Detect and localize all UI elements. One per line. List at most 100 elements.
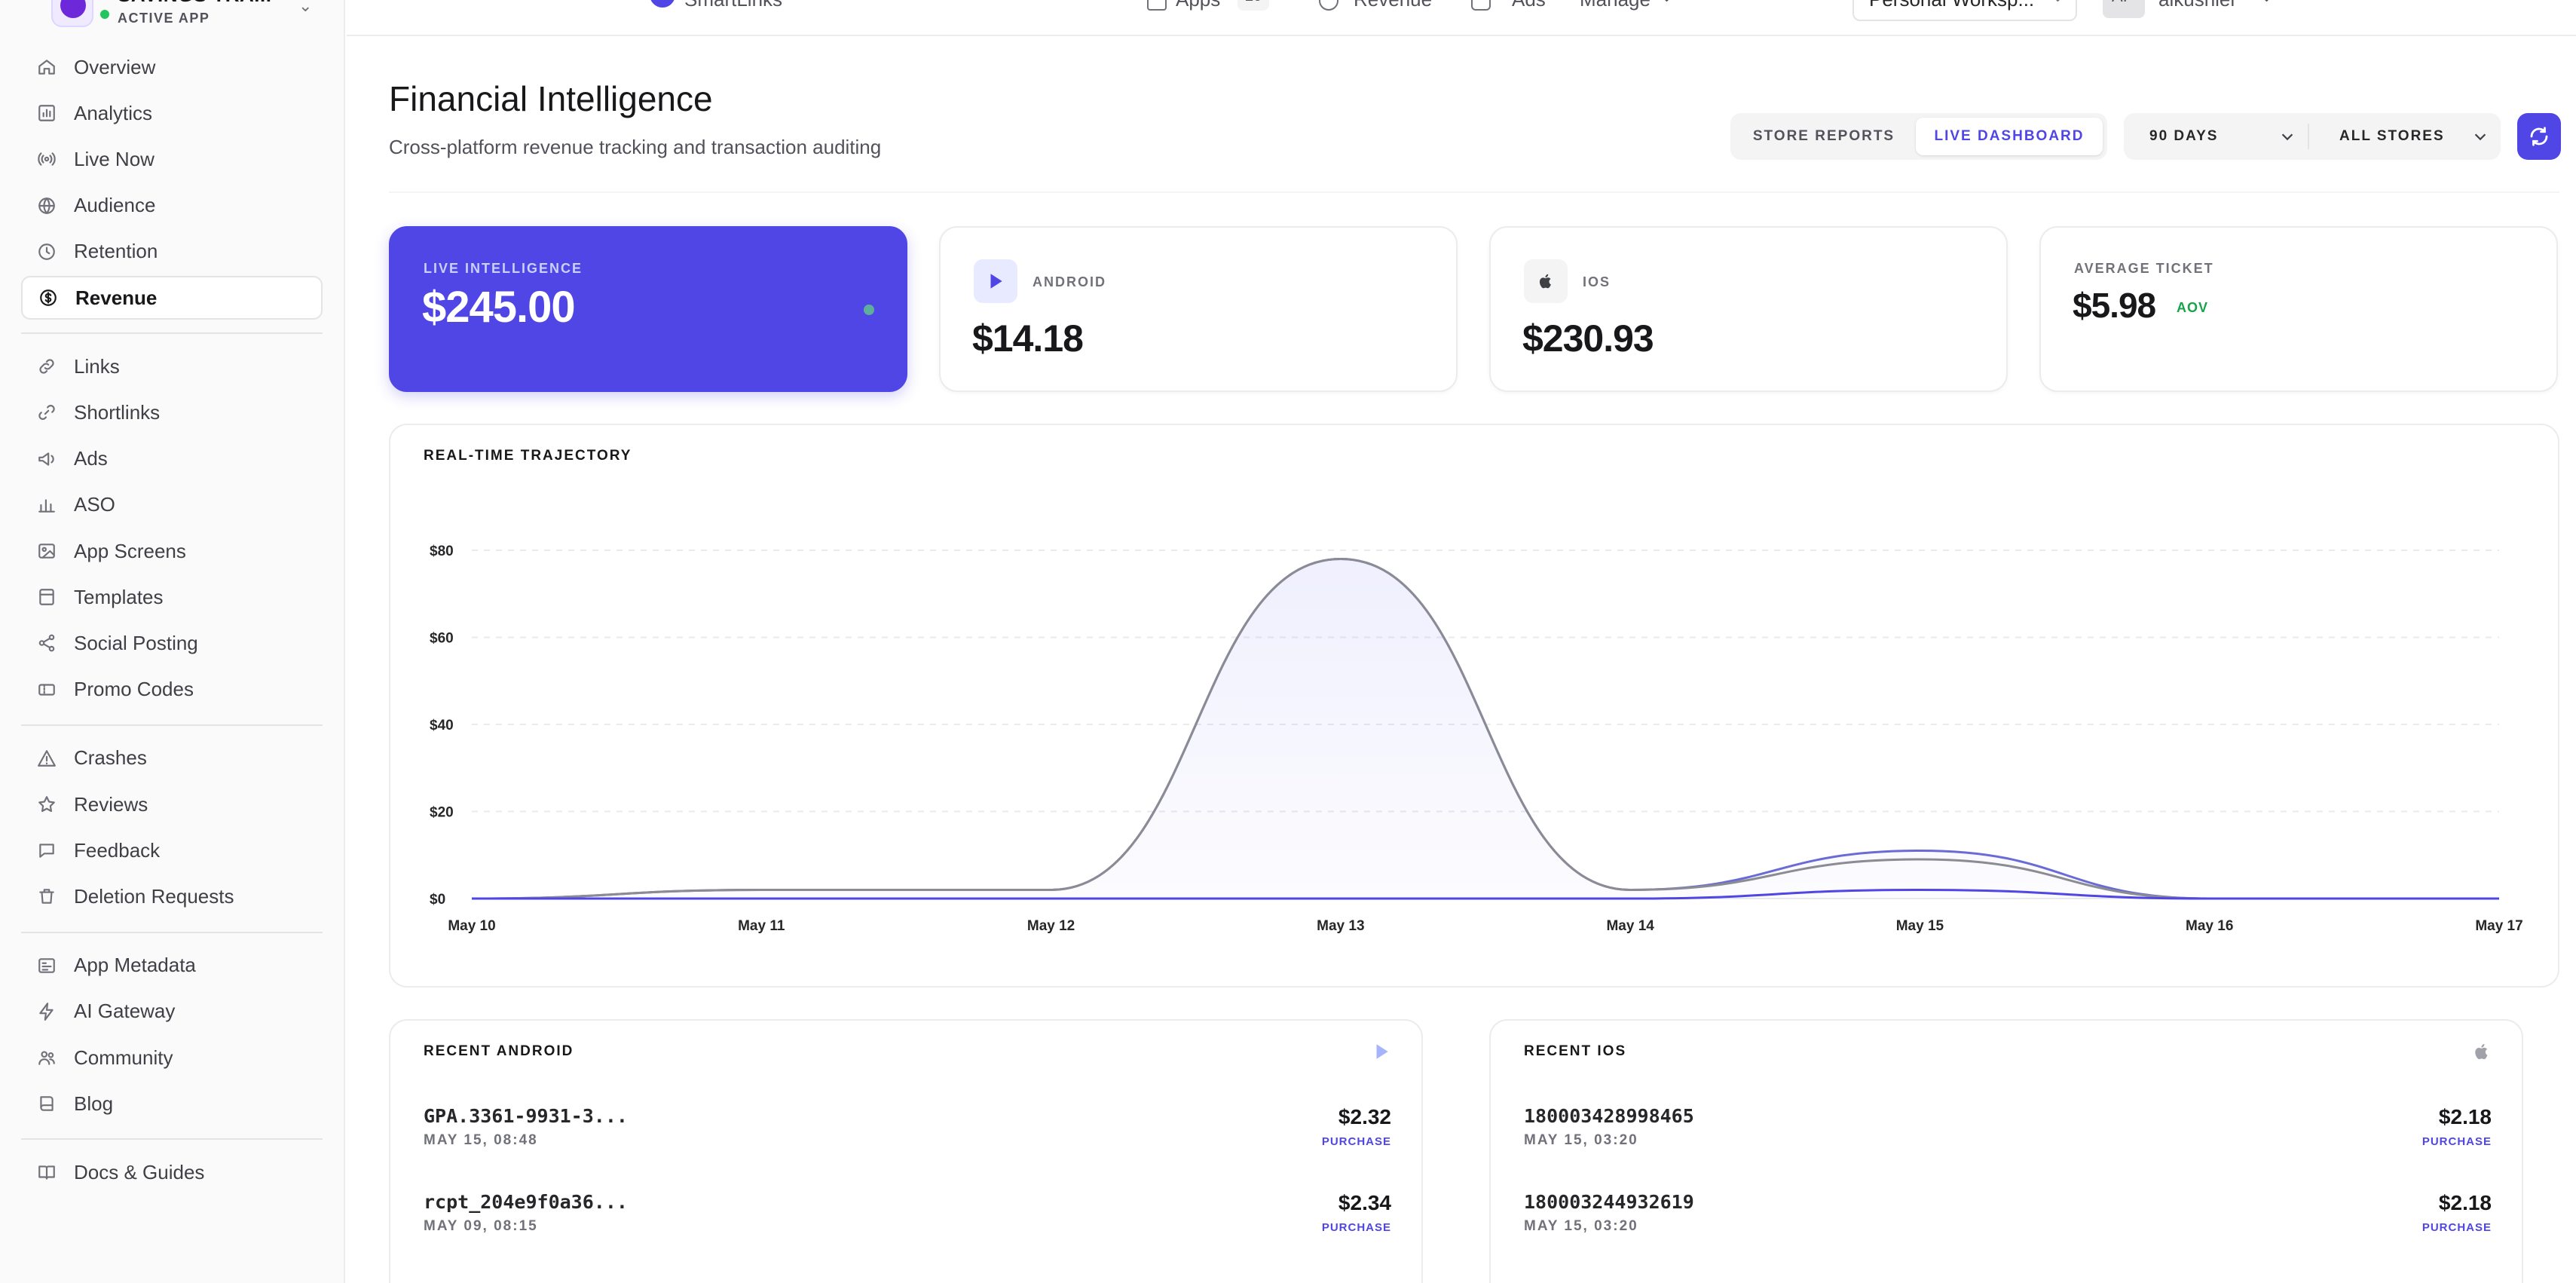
sidebar-item-reviews[interactable]: Reviews: [21, 782, 323, 826]
sidebar-item-label: Blog: [74, 1092, 114, 1115]
transaction-type: PURCHASE: [2422, 1135, 2492, 1148]
sidebar-item-ai-gateway[interactable]: AI Gateway: [21, 990, 323, 1033]
sidebar-item-shortlinks[interactable]: Shortlinks: [21, 390, 323, 434]
avatar[interactable]: AI: [2103, 0, 2145, 18]
recent-ios-card: RECENT IOS 180003428998465 MAY 15, 03:20 $…: [1489, 1019, 2523, 1283]
sidebar-item-community[interactable]: Community: [21, 1036, 323, 1079]
store-select[interactable]: ALL STORES: [2309, 113, 2501, 160]
range-select[interactable]: 90 DAYS: [2124, 113, 2308, 160]
x-tick-label: May 15: [1896, 918, 1944, 934]
sidebar-item-crashes[interactable]: Crashes: [21, 736, 323, 780]
sidebar-item-revenue[interactable]: Revenue: [21, 276, 323, 320]
dollar-icon: [38, 287, 59, 308]
app-name: SAVINGS TRA...: [118, 0, 271, 7]
apps-icon: [1147, 0, 1167, 11]
aov-badge: AOV: [2177, 300, 2209, 315]
transaction-row[interactable]: rcpt_204e9f0a36... MAY 09, 08:15 $2.34 PURC…: [424, 1191, 1391, 1266]
sidebar-item-blog[interactable]: Blog: [21, 1082, 323, 1125]
sidebar-item-app-metadata[interactable]: App Metadata: [21, 944, 323, 988]
apple-icon: [2475, 1044, 2488, 1060]
sidebar-item-social-posting[interactable]: Social Posting: [21, 621, 323, 665]
x-tick-label: May 13: [1317, 918, 1364, 934]
tab-live-dashboard[interactable]: LIVE DASHBOARD: [1916, 118, 2103, 155]
header-divider: [389, 191, 2559, 193]
sidebar-item-app-screens[interactable]: App Screens: [21, 529, 323, 573]
analytics-icon: [36, 103, 57, 124]
stat-value: $230.93: [1522, 317, 1654, 360]
ticket-icon: [36, 679, 57, 700]
nav-ads[interactable]: Ads: [1512, 0, 1546, 11]
stat-card-android: ANDROID $14.18: [939, 226, 1458, 392]
stat-label: LIVE INTELLIGENCE: [424, 261, 583, 276]
app-switcher[interactable]: SAVINGS TRA... ACTIVE APP ⌃⌄: [42, 0, 314, 33]
stat-card-average-ticket: AVERAGE TICKET $5.98 AOV: [2039, 226, 2558, 392]
sidebar-item-label: Overview: [74, 55, 156, 78]
metadata-icon: [36, 955, 57, 976]
clock-icon: [36, 241, 57, 262]
transaction-row[interactable]: GPA.3361-9931-3... MAY 15, 08:48 $2.32 PURC…: [424, 1105, 1391, 1180]
sidebar-item-aso[interactable]: ASO: [21, 483, 323, 527]
sidebar-item-label: Crashes: [74, 746, 147, 770]
play-store-icon: [1376, 1044, 1388, 1059]
chevron-updown-icon[interactable]: ⌃⌄: [298, 0, 313, 15]
brand-logo-icon: [650, 0, 675, 8]
sidebar-item-promo-codes[interactable]: Promo Codes: [21, 668, 323, 712]
tab-store-reports[interactable]: STORE REPORTS: [1752, 128, 1895, 144]
sidebar-item-ads[interactable]: Ads: [21, 437, 323, 481]
sidebar-divider: [21, 931, 323, 933]
sidebar-item-deletion-requests[interactable]: Deletion Requests: [21, 874, 323, 918]
sidebar-item-label: Feedback: [74, 838, 161, 862]
refresh-button[interactable]: [2517, 113, 2561, 160]
stat-value: $5.98: [2073, 286, 2156, 325]
username[interactable]: aikushler: [2158, 0, 2237, 11]
sidebar-divider: [21, 724, 323, 726]
x-tick-label: May 11: [738, 918, 785, 934]
transaction-date: MAY 09, 08:15: [424, 1218, 538, 1234]
template-icon: [36, 586, 57, 608]
apple-icon: [1524, 259, 1568, 303]
sidebar-item-retention[interactable]: Retention: [21, 230, 323, 274]
transaction-type: PURCHASE: [2422, 1221, 2492, 1234]
stat-value: $14.18: [972, 317, 1084, 360]
stat-card-live: LIVE INTELLIGENCE $245.00: [389, 226, 907, 392]
nav-apps[interactable]: Apps: [1176, 0, 1220, 11]
sidebar-item-feedback[interactable]: Feedback: [21, 828, 323, 872]
warning-icon: [36, 748, 57, 769]
sidebar-item-label: Retention: [74, 240, 158, 263]
y-tick-label: $40: [430, 718, 454, 733]
page-subtitle: Cross-platform revenue tracking and tran…: [389, 136, 882, 158]
filter-group: 90 DAYS ALL STORES: [2124, 113, 2501, 160]
sidebar-item-label: Reviews: [74, 792, 148, 816]
nav-revenue[interactable]: Revenue: [1354, 0, 1432, 11]
sidebar-item-label: Shortlinks: [74, 400, 161, 424]
transaction-date: MAY 15, 03:20: [1524, 1218, 1638, 1234]
sidebar-item-overview[interactable]: Overview: [21, 45, 323, 89]
sidebar-item-label: Community: [74, 1046, 173, 1069]
sidebar-item-analytics[interactable]: Analytics: [21, 91, 323, 135]
sidebar-item-links[interactable]: Links: [21, 344, 323, 388]
nav-manage[interactable]: Manage: [1580, 0, 1651, 11]
brand-name[interactable]: SmartLinks: [684, 0, 782, 11]
play-store-icon: [974, 259, 1017, 303]
transaction-id: 180003244932619: [1524, 1191, 1694, 1213]
sidebar-divider: [21, 332, 323, 335]
star-icon: [36, 794, 57, 815]
sidebar-item-docs-guides[interactable]: Docs & Guides: [21, 1150, 323, 1194]
sidebar-item-label: Docs & Guides: [74, 1160, 205, 1183]
sidebar-item-label: Social Posting: [74, 631, 198, 654]
transaction-row[interactable]: 180003428998465 MAY 15, 03:20 $2.18 PURCHAS…: [1524, 1105, 2492, 1180]
chart-title: REAL-TIME TRAJECTORY: [424, 448, 632, 464]
sidebar-item-audience[interactable]: Audience: [21, 184, 323, 228]
sidebar-item-label: ASO: [74, 493, 115, 516]
list-title: RECENT ANDROID: [424, 1043, 574, 1059]
sidebar-item-live-now[interactable]: Live Now: [21, 137, 323, 181]
y-tick-label: $20: [430, 805, 454, 821]
broadcast-icon: [36, 149, 57, 170]
transaction-row[interactable]: 180003244932619 MAY 15, 03:20 $2.18 PURCHAS…: [1524, 1191, 2492, 1266]
revenue-trajectory-chart: REAL-TIME TRAJECTORY $80 $60 $40 $20 $0 May 1…: [389, 424, 2559, 988]
workspace-selector[interactable]: Personal Worksp... ⌄: [1852, 0, 2077, 21]
live-indicator-dot: [864, 305, 874, 315]
sidebar-item-templates[interactable]: Templates: [21, 575, 323, 619]
store-select-value: ALL STORES: [2339, 128, 2445, 144]
